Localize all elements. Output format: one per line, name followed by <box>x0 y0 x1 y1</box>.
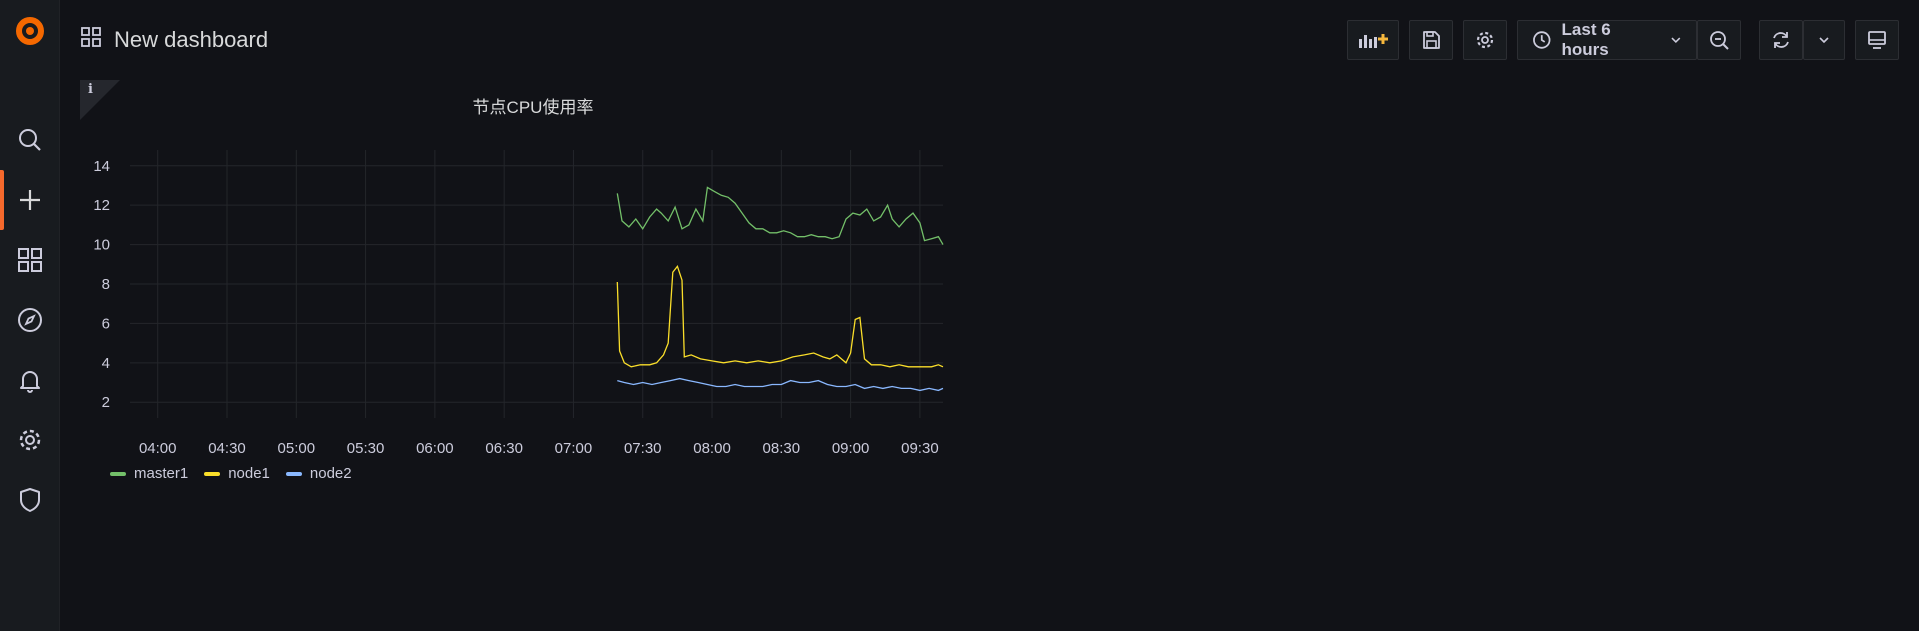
clock-icon <box>1533 31 1551 49</box>
plus-icon[interactable] <box>15 185 45 215</box>
monitor-icon <box>1868 31 1886 49</box>
dashboards-icon[interactable] <box>15 245 45 275</box>
chevron-down-icon <box>1671 37 1681 44</box>
legend-label: master1 <box>134 465 189 482</box>
top-navbar: New dashboard Last 6 hours <box>60 0 1919 80</box>
panel-info-corner[interactable] <box>80 80 120 120</box>
sidebar <box>0 0 60 631</box>
legend-item-master1[interactable]: master1 <box>110 465 188 482</box>
grafana-logo-icon[interactable] <box>13 14 47 48</box>
time-range-label: Last 6 hours <box>1561 20 1611 59</box>
add-panel-icon <box>1359 34 1388 48</box>
info-icon[interactable]: i <box>88 82 93 97</box>
legend-swatch <box>285 471 302 476</box>
compass-icon[interactable] <box>15 305 45 335</box>
dashboard-title[interactable]: New dashboard <box>114 27 269 52</box>
zoom-out-button[interactable] <box>1697 20 1741 60</box>
legend-item-node2[interactable]: node2 <box>285 465 352 482</box>
legend-swatch <box>110 471 126 476</box>
search-icon[interactable] <box>15 125 45 155</box>
dashboard-title-container[interactable]: New dashboard <box>80 26 268 54</box>
chart-legend: master1 node1 node2 <box>110 465 352 482</box>
bell-icon[interactable] <box>15 365 45 395</box>
save-dashboard-button[interactable] <box>1409 20 1453 60</box>
zoom-out-icon <box>1710 31 1729 50</box>
dashboards-grid-icon <box>80 26 102 54</box>
refresh-button[interactable] <box>1759 20 1803 60</box>
add-panel-button[interactable] <box>1347 20 1399 60</box>
dashboard-settings-button[interactable] <box>1463 20 1507 60</box>
time-range-picker[interactable]: Last 6 hours <box>1517 20 1697 60</box>
graph-panel[interactable]: i <box>80 80 945 500</box>
active-indicator <box>0 170 4 230</box>
view-mode-button[interactable] <box>1855 20 1899 60</box>
save-icon <box>1423 31 1440 49</box>
legend-label: node2 <box>309 465 352 482</box>
panel-title[interactable]: 节点CPU使用率 <box>472 98 594 117</box>
gear-icon[interactable] <box>15 425 45 455</box>
legend-swatch <box>204 471 221 476</box>
gear-icon <box>1476 31 1494 49</box>
refresh-interval-dropdown[interactable] <box>1803 20 1845 60</box>
shield-icon[interactable] <box>15 485 45 515</box>
legend-label: node1 <box>228 465 270 482</box>
refresh-icon <box>1773 32 1789 48</box>
chevron-down-icon <box>1819 37 1829 44</box>
legend-item-node1[interactable]: node1 <box>204 465 270 482</box>
